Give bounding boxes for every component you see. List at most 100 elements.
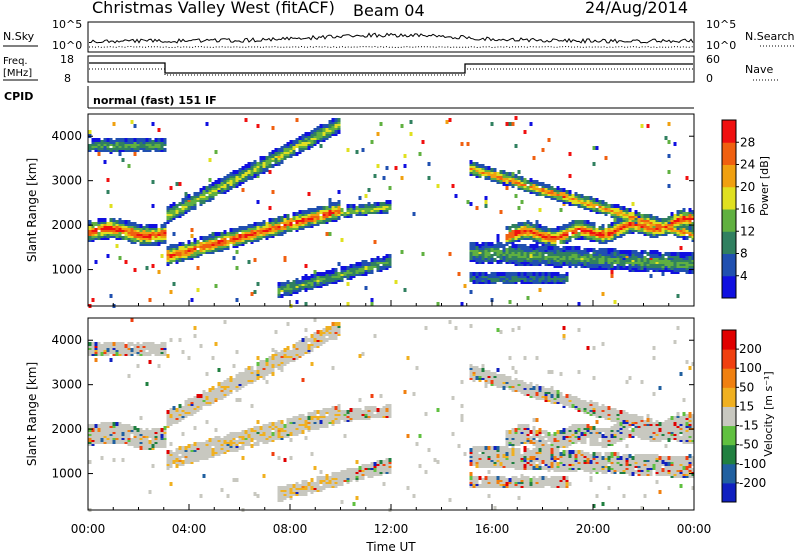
heatmap-cell: [146, 382, 149, 386]
heatmap-cell: [215, 428, 218, 432]
heatmap-cell: [389, 260, 392, 264]
heatmap-cell: [170, 290, 173, 294]
heatmap-cell: [191, 406, 194, 410]
heatmap-cell: [473, 250, 476, 254]
heatmap-cell: [668, 154, 671, 158]
heatmap-cell: [509, 182, 512, 186]
heatmap-cell: [278, 148, 281, 152]
heatmap-cell: [599, 200, 602, 204]
heatmap-cell: [563, 224, 566, 228]
heatmap-cell: [143, 430, 146, 434]
heatmap-cell: [191, 206, 194, 210]
heatmap-cell: [200, 242, 203, 246]
heatmap-cell: [257, 222, 260, 226]
heatmap-cell: [296, 482, 299, 486]
heatmap-cell: [236, 374, 239, 378]
heatmap-cell: [371, 258, 374, 262]
heatmap-cell: [332, 406, 335, 410]
heatmap-cell: [347, 204, 350, 208]
heatmap-cell: [365, 194, 368, 198]
heatmap-cell: [377, 460, 380, 464]
heatmap-cell: [239, 226, 242, 230]
heatmap-cell: [254, 174, 257, 178]
heatmap-cell: [152, 204, 155, 208]
heatmap-cell: [293, 416, 296, 420]
heatmap-cell: [470, 290, 473, 294]
heatmap-cell: [209, 388, 212, 392]
heatmap-cell: [578, 246, 581, 250]
heatmap-cell: [308, 482, 311, 486]
heatmap-cell: [362, 352, 365, 356]
heatmap-cell: [92, 432, 95, 436]
heatmap-cell: [311, 334, 314, 338]
heatmap-cell: [254, 160, 257, 164]
heatmap-cell: [251, 292, 254, 296]
heatmap-cell: [137, 342, 140, 346]
heatmap-cell: [140, 138, 143, 142]
heatmap-cell: [281, 146, 284, 150]
heatmap-cell: [374, 334, 377, 338]
heatmap-cell: [503, 272, 506, 276]
heatmap-cell: [602, 292, 605, 296]
heatmap-cell: [143, 342, 146, 346]
heatmap-cell: [551, 186, 554, 190]
heatmap-cell: [302, 418, 305, 422]
heatmap-cell: [227, 392, 230, 396]
heatmap-cell: [506, 172, 509, 176]
heatmap-cell: [146, 224, 149, 228]
heatmap-cell: [131, 228, 134, 232]
heatmap-cell: [671, 252, 674, 256]
heatmap-cell: [317, 484, 320, 488]
heatmap-cell: [554, 278, 557, 282]
heatmap-cell: [350, 264, 353, 268]
colorbar-segment: [722, 231, 736, 254]
heatmap-cell: [413, 212, 416, 216]
heatmap-cell: [581, 194, 584, 198]
heatmap-cell: [116, 220, 119, 224]
heatmap-cell: [386, 458, 389, 462]
heatmap-cell: [623, 250, 626, 254]
heatmap-cell: [500, 254, 503, 258]
heatmap-cell: [278, 288, 281, 292]
heatmap-cell: [389, 404, 392, 408]
heatmap-cell: [191, 228, 194, 232]
heatmap-cell: [257, 370, 260, 374]
heatmap-cell: [194, 426, 197, 430]
heatmap-cell: [404, 390, 407, 394]
heatmap-cell: [503, 182, 506, 186]
heatmap-cell: [278, 456, 281, 460]
heatmap-cell: [371, 302, 374, 306]
heatmap-cell: [605, 262, 608, 266]
heatmap-cell: [257, 226, 260, 230]
heatmap-cell: [137, 364, 140, 368]
heatmap-cell: [248, 224, 251, 228]
heatmap-cell: [179, 242, 182, 246]
heatmap-cell: [320, 206, 323, 210]
heatmap-cell: [335, 406, 338, 410]
heatmap-cell: [497, 172, 500, 176]
heatmap-cell: [425, 326, 428, 330]
heatmap-cell: [221, 488, 224, 492]
heatmap-cell: [149, 360, 152, 364]
heatmap-cell: [203, 190, 206, 194]
heatmap-cell: [320, 132, 323, 136]
heatmap-cell: [371, 140, 374, 144]
heatmap-cell: [662, 254, 665, 258]
heatmap-cell: [413, 392, 416, 396]
heatmap-cell: [101, 344, 104, 348]
heatmap-cell: [215, 436, 218, 440]
heatmap-cell: [131, 318, 134, 322]
heatmap-cell: [287, 484, 290, 488]
heatmap-cell: [539, 252, 542, 256]
heatmap-cell: [338, 272, 341, 276]
heatmap-cell: [467, 142, 470, 146]
heatmap-cell: [329, 408, 332, 412]
heatmap-cell: [527, 296, 530, 300]
heatmap-cell: [608, 224, 611, 228]
heatmap-cell: [614, 248, 617, 252]
heatmap-cell: [680, 246, 683, 250]
heatmap-cell: [263, 156, 266, 160]
heatmap-cell: [218, 394, 221, 398]
heatmap-cell: [224, 436, 227, 440]
heatmap-cell: [329, 278, 332, 282]
